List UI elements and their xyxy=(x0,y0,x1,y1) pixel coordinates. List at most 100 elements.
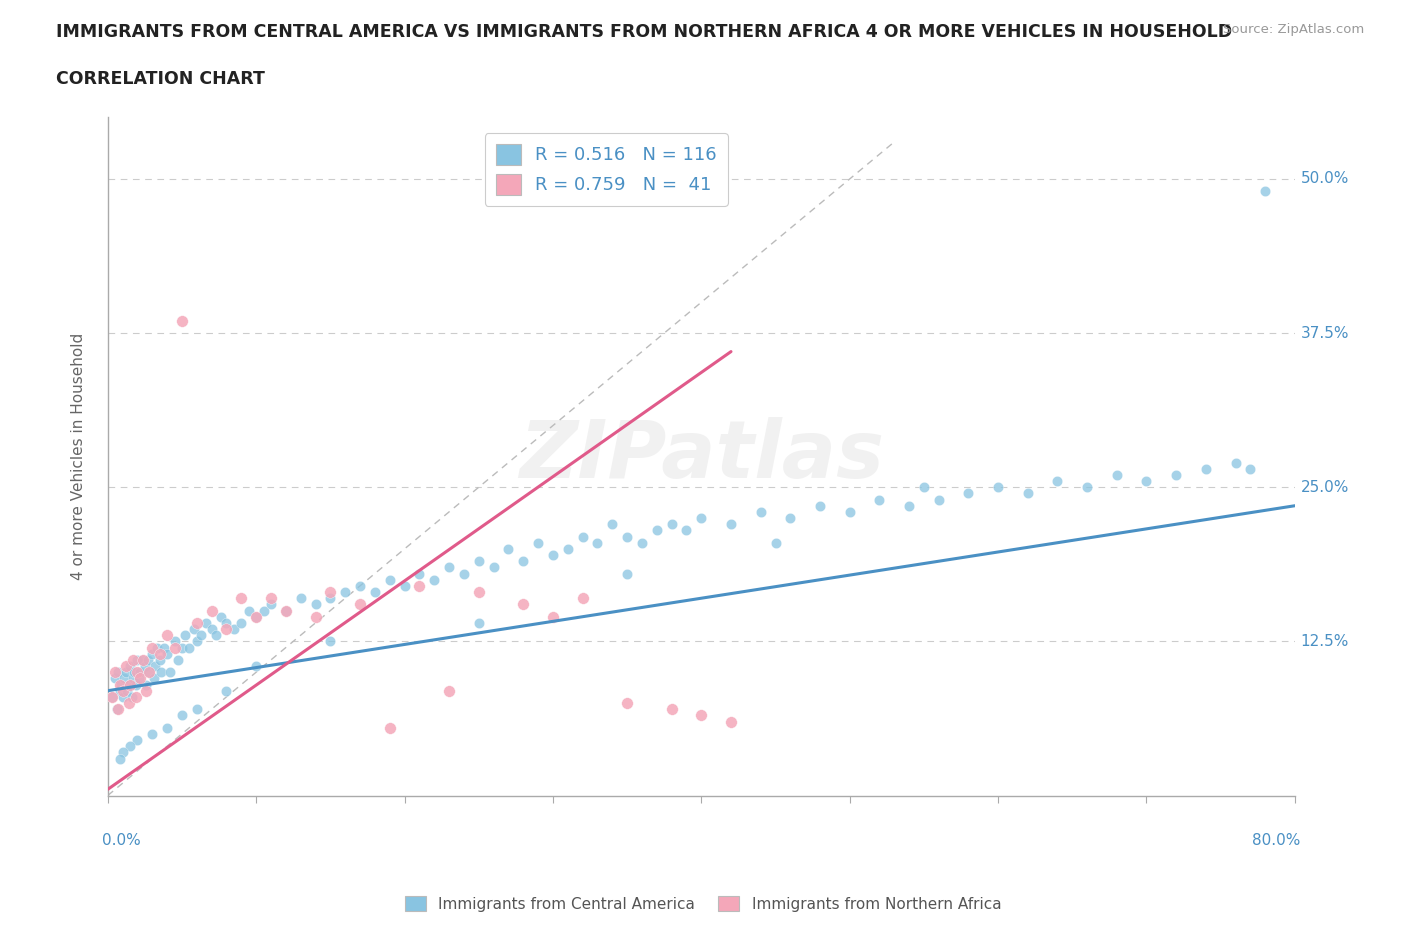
Point xyxy=(156,720,179,735)
Point xyxy=(132,653,155,668)
Text: 12.5%: 12.5% xyxy=(1301,634,1350,649)
Legend: Immigrants from Central America, Immigrants from Northern Africa: Immigrants from Central America, Immigra… xyxy=(398,889,1008,918)
Point xyxy=(586,536,609,551)
Point xyxy=(690,511,713,525)
Point xyxy=(108,684,131,698)
Point xyxy=(125,677,148,692)
Point xyxy=(215,621,238,636)
Point xyxy=(1254,184,1277,199)
Point xyxy=(541,548,564,563)
Point xyxy=(163,640,186,655)
Point xyxy=(394,578,416,593)
Point xyxy=(304,609,326,624)
Point xyxy=(661,702,683,717)
Text: CORRELATION CHART: CORRELATION CHART xyxy=(56,70,266,87)
Text: 25.0%: 25.0% xyxy=(1301,480,1350,495)
Point xyxy=(928,492,950,507)
Point xyxy=(437,684,460,698)
Point xyxy=(122,653,145,668)
Point xyxy=(868,492,890,507)
Point xyxy=(1225,455,1247,470)
Point xyxy=(319,634,342,649)
Point xyxy=(957,486,980,501)
Point xyxy=(349,597,371,612)
Point xyxy=(1076,480,1098,495)
Point xyxy=(512,553,534,568)
Point xyxy=(260,591,283,605)
Point xyxy=(209,609,232,624)
Text: 50.0%: 50.0% xyxy=(1301,171,1350,186)
Point xyxy=(141,640,163,655)
Point xyxy=(124,665,146,680)
Point xyxy=(238,604,260,618)
Point xyxy=(170,640,193,655)
Text: IMMIGRANTS FROM CENTRAL AMERICA VS IMMIGRANTS FROM NORTHERN AFRICA 4 OR MORE VEH: IMMIGRANTS FROM CENTRAL AMERICA VS IMMIG… xyxy=(56,23,1233,41)
Point xyxy=(245,658,267,673)
Point xyxy=(186,616,208,631)
Point xyxy=(260,597,283,612)
Point xyxy=(127,653,149,668)
Point xyxy=(467,616,489,631)
Point xyxy=(129,671,152,685)
Point xyxy=(557,541,579,556)
Point xyxy=(179,640,201,655)
Point xyxy=(111,689,134,704)
Point xyxy=(108,677,131,692)
Point xyxy=(364,585,387,600)
Point xyxy=(122,671,145,685)
Point xyxy=(135,684,157,698)
Point xyxy=(467,585,489,600)
Point xyxy=(408,566,430,581)
Point xyxy=(378,720,401,735)
Point xyxy=(215,616,238,631)
Point xyxy=(912,480,935,495)
Point xyxy=(153,640,176,655)
Point xyxy=(1166,468,1188,483)
Point xyxy=(274,604,297,618)
Point xyxy=(571,529,593,544)
Point xyxy=(765,536,787,551)
Point xyxy=(138,665,160,680)
Point xyxy=(170,313,193,328)
Point xyxy=(201,604,224,618)
Point xyxy=(661,517,683,532)
Point xyxy=(541,609,564,624)
Point xyxy=(453,566,475,581)
Point xyxy=(115,684,138,698)
Point xyxy=(107,665,129,680)
Point xyxy=(138,665,160,680)
Point xyxy=(527,536,550,551)
Point xyxy=(108,751,131,766)
Point xyxy=(135,677,157,692)
Point xyxy=(512,597,534,612)
Legend: R = 0.516   N = 116, R = 0.759   N =  41: R = 0.516 N = 116, R = 0.759 N = 41 xyxy=(485,133,728,206)
Point xyxy=(156,646,179,661)
Point xyxy=(838,504,860,519)
Point xyxy=(125,689,148,704)
Point xyxy=(111,684,134,698)
Point xyxy=(112,671,135,685)
Point xyxy=(1135,473,1157,488)
Point xyxy=(127,665,149,680)
Point xyxy=(335,585,357,600)
Point xyxy=(423,572,446,587)
Point xyxy=(987,480,1010,495)
Point xyxy=(245,609,267,624)
Point xyxy=(143,658,166,673)
Point xyxy=(467,553,489,568)
Point xyxy=(142,671,165,685)
Point xyxy=(170,708,193,723)
Point xyxy=(231,616,253,631)
Point xyxy=(571,591,593,605)
Point xyxy=(186,702,208,717)
Point xyxy=(104,671,127,685)
Point xyxy=(749,504,772,519)
Point xyxy=(215,684,238,698)
Point xyxy=(186,634,208,649)
Point xyxy=(118,738,141,753)
Point xyxy=(134,658,156,673)
Text: 80.0%: 80.0% xyxy=(1253,833,1301,848)
Point xyxy=(117,696,139,711)
Point xyxy=(720,517,742,532)
Point xyxy=(898,498,921,513)
